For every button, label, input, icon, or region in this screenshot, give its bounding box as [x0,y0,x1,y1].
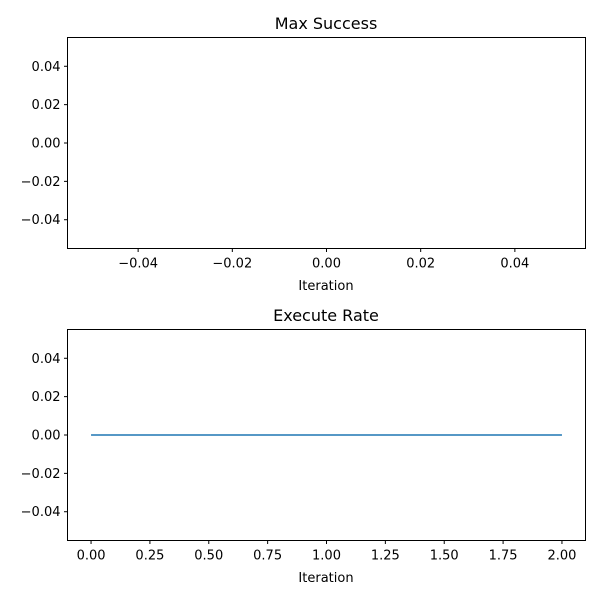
x-tick-label: 2.00 [547,549,576,564]
subplot-execute-rate: Execute Rate 0.04 0.02 0.00 −0.02 −0.04 0.00… [21,306,586,586]
x-axis: −0.04 −0.02 0.00 0.02 0.04 [118,248,529,272]
x-axis: 0.00 0.25 0.50 0.75 1.00 1.25 1.50 1.75 2.00 [77,540,576,564]
x-tick-label: 1.00 [312,549,341,564]
x-tick-label: 0.04 [500,257,529,272]
x-tick-label: −0.04 [118,257,158,272]
chart-title: Execute Rate [273,306,379,325]
x-tick-label: −0.02 [212,257,252,272]
y-axis: 0.04 0.02 0.00 −0.02 −0.04 [21,352,68,520]
x-tick-label: 0.25 [135,549,164,564]
y-tick-label: 0.04 [32,60,61,75]
y-tick-label: 0.00 [32,429,61,444]
y-tick-label: 0.02 [32,98,61,113]
x-tick-label: 1.75 [489,549,518,564]
y-tick-label: −0.02 [21,175,61,190]
x-tick-label: 0.00 [312,257,341,272]
y-tick-label: −0.04 [21,505,61,520]
x-tick-label: 0.00 [77,549,106,564]
plot-frame [67,37,586,249]
y-tick-label: −0.04 [21,213,61,228]
x-tick-label: 1.25 [371,549,400,564]
chart-title: Max Success [275,14,378,33]
y-axis: 0.04 0.02 0.00 −0.02 −0.04 [21,60,68,228]
y-tick-label: −0.02 [21,467,61,482]
x-tick-label: 1.50 [430,549,459,564]
x-axis-label: Iteration [298,279,353,294]
subplot-max-success: Max Success 0.04 0.02 0.00 −0.02 −0.04 −0.04… [21,14,586,294]
y-tick-label: 0.02 [32,390,61,405]
x-tick-label: 0.75 [253,549,282,564]
y-tick-label: 0.00 [32,137,61,152]
x-tick-label: 0.02 [406,257,435,272]
x-axis-label: Iteration [298,571,353,586]
x-tick-label: 0.50 [194,549,223,564]
y-tick-label: 0.04 [32,352,61,367]
